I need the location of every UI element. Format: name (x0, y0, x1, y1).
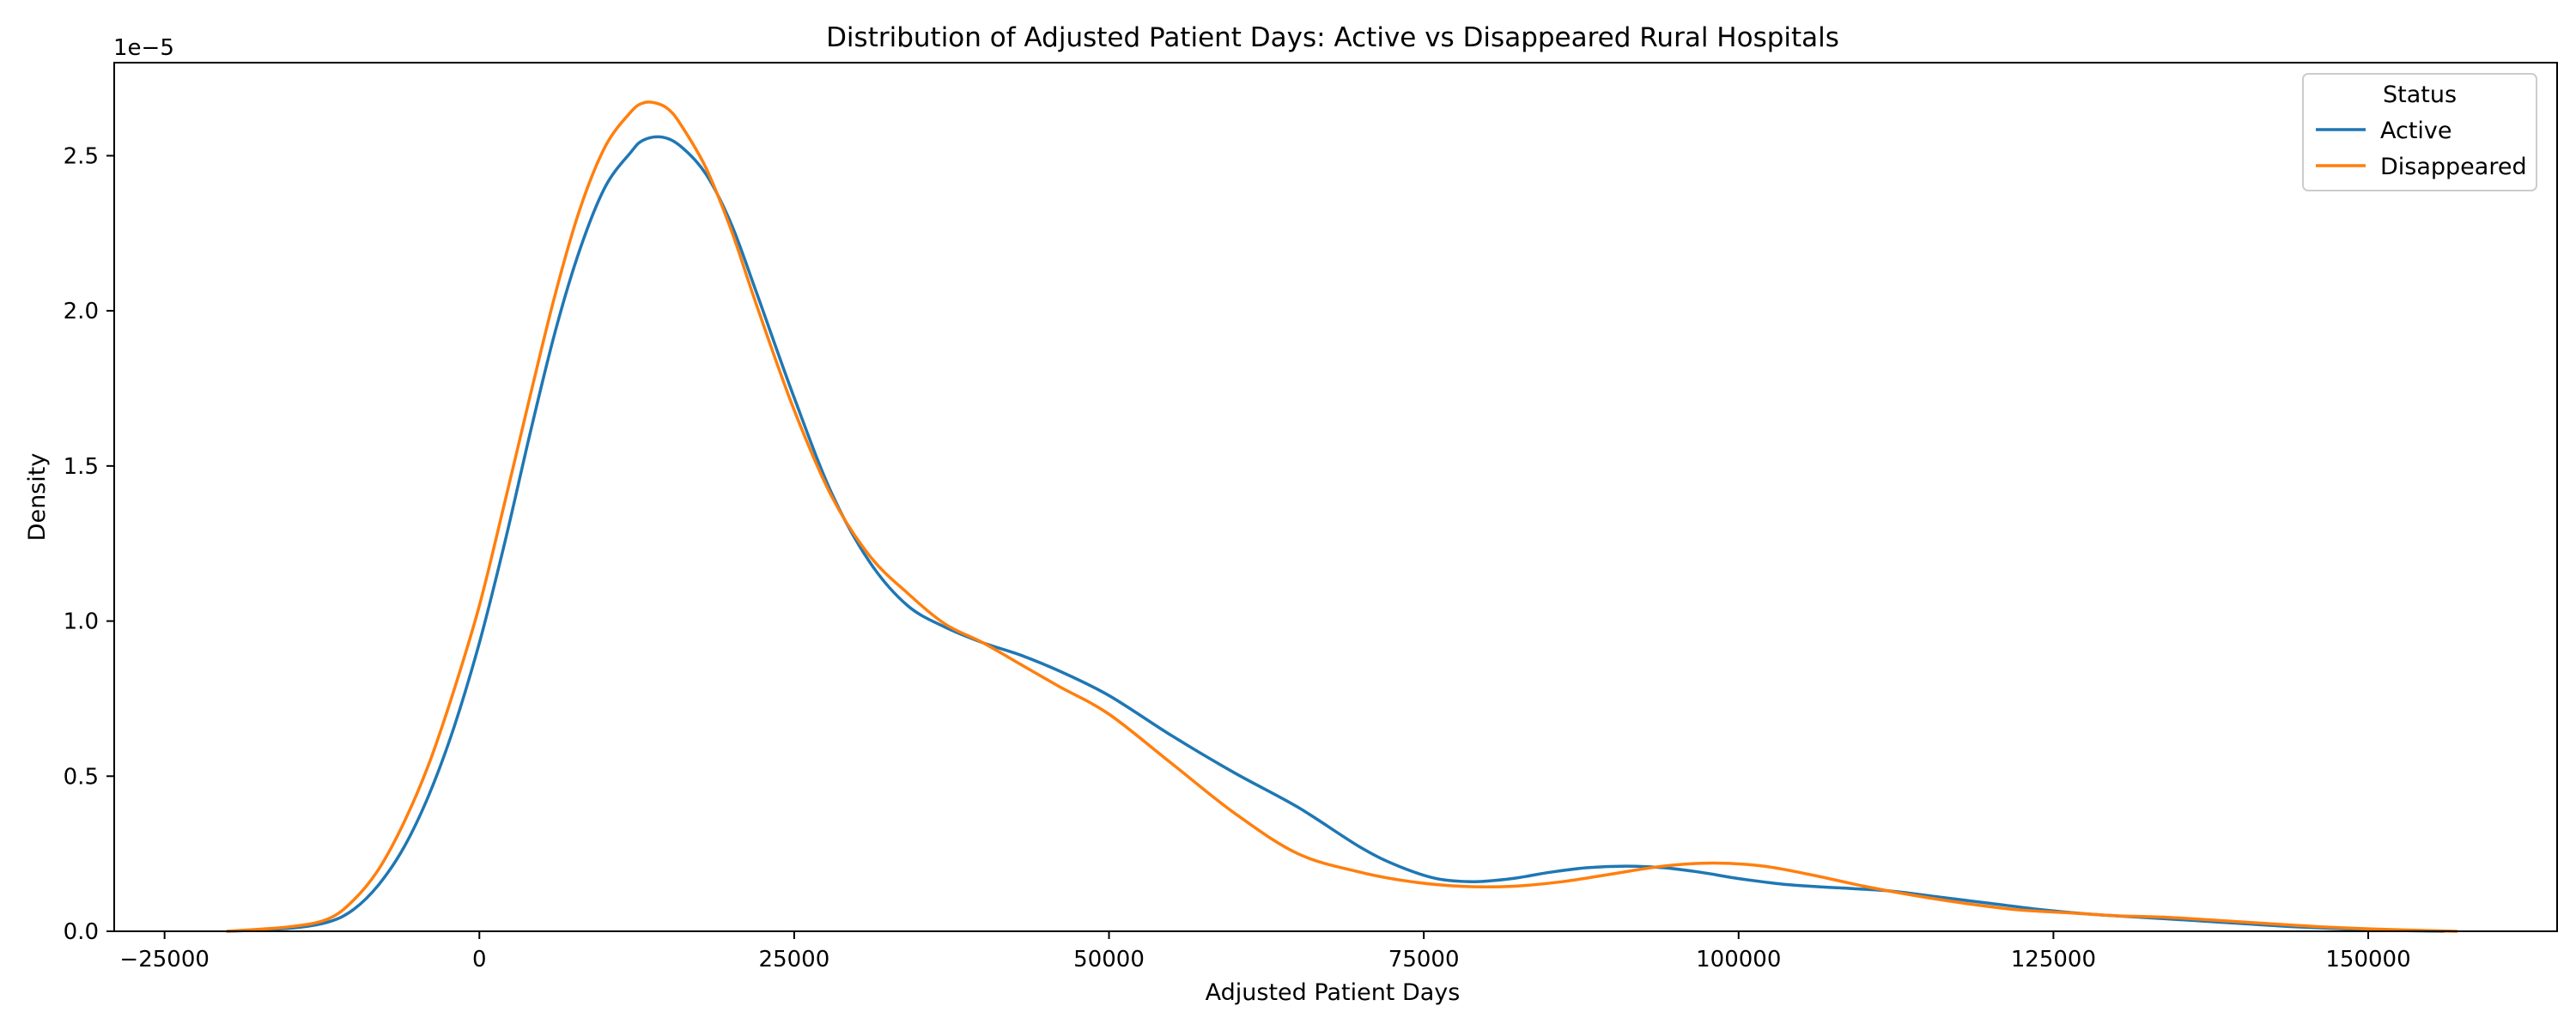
x-tick-label: 50000 (1073, 947, 1145, 972)
series-line-active (226, 135, 2445, 933)
chart-title: Distribution of Adjusted Patient Days: A… (826, 22, 1839, 53)
y-tick-label: 2.5 (64, 143, 99, 169)
legend-label-disappeared: Disappeared (2380, 154, 2527, 180)
series-layer (226, 100, 2458, 933)
x-tick-label: 25000 (759, 947, 830, 972)
x-tick-label: 150000 (2325, 947, 2410, 972)
y-tick-label: 1.0 (64, 609, 99, 635)
x-axis-label: Adjusted Patient Days (1206, 979, 1461, 1006)
y-tick-label: 2.0 (64, 299, 99, 324)
legend: Status Active Disappeared (2302, 73, 2537, 191)
plot-frame (113, 62, 2558, 932)
x-tick-label: 100000 (1696, 947, 1781, 972)
y-tick-label: 1.5 (64, 454, 99, 480)
x-tick-label: −25000 (119, 947, 210, 972)
y-offset-label: 1e−5 (113, 35, 174, 61)
series-line-disappeared (226, 100, 2458, 933)
y-tick-label: 0.0 (64, 919, 99, 945)
y-axis-label: Density (24, 453, 51, 542)
legend-title: Status (2383, 82, 2457, 108)
legend-frame (2302, 73, 2537, 191)
x-tick-label: 0 (472, 947, 487, 972)
x-axis: −25000 0 25000 50000 75000 100000 125000 150000 (119, 931, 2411, 972)
y-axis: 0.0 0.5 1.0 1.5 2.0 2.5 (64, 143, 114, 945)
x-tick-label: 75000 (1388, 947, 1460, 972)
x-tick-label: 125000 (2011, 947, 2096, 972)
legend-label-active: Active (2380, 118, 2452, 144)
y-tick-label: 0.5 (64, 764, 99, 790)
